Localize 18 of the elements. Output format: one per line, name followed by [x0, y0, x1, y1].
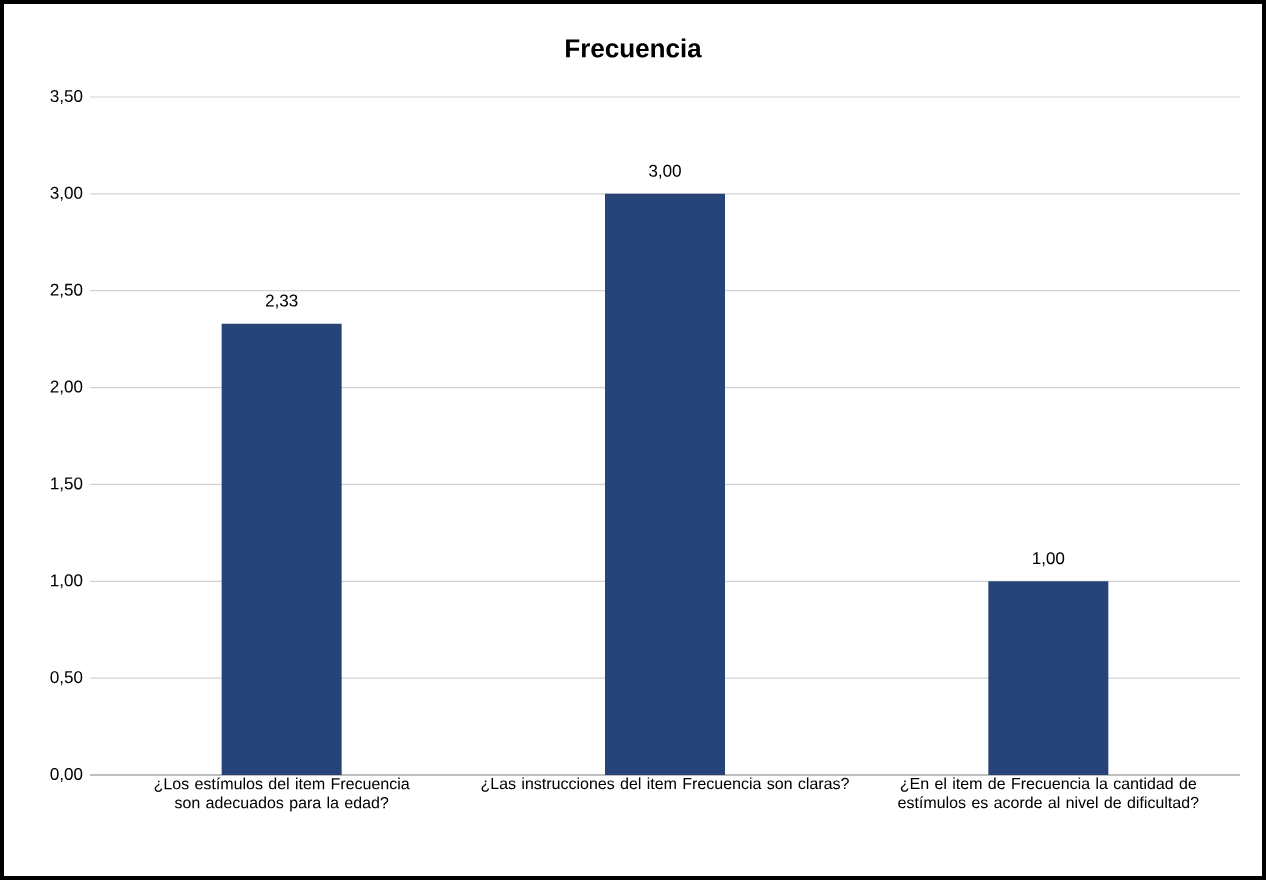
bar: [988, 581, 1109, 775]
x-tick-label: ¿Las instrucciones del item Frecuencia son claras?: [481, 777, 849, 792]
y-tick-label: 3,50: [50, 89, 83, 105]
y-tick-label: 1,50: [51, 477, 83, 492]
data-label: 3,00: [649, 164, 681, 179]
chart-title: Frecuencia: [566, 38, 702, 58]
data-label: 2,33: [265, 294, 298, 309]
y-tick-label: 1,00: [51, 574, 83, 589]
y-tick-label: 0,00: [50, 767, 83, 783]
x-tick-label: ¿Los estímulos del item Frecuencia son adecuados para la edad?: [154, 777, 410, 812]
data-label: 1,00: [1033, 552, 1065, 567]
y-tick-label: 2,50: [50, 283, 83, 298]
bar: [605, 193, 725, 775]
y-tick-label: 2,00: [50, 380, 83, 395]
bar: [221, 323, 342, 775]
x-tick-label: ¿En el item de Frecuencia la cantidad de estímulos es acorde al nivel de dificultad?: [898, 777, 1199, 809]
y-tick-label: 3,00: [50, 186, 83, 201]
y-tick-label: 0,50: [50, 671, 83, 686]
